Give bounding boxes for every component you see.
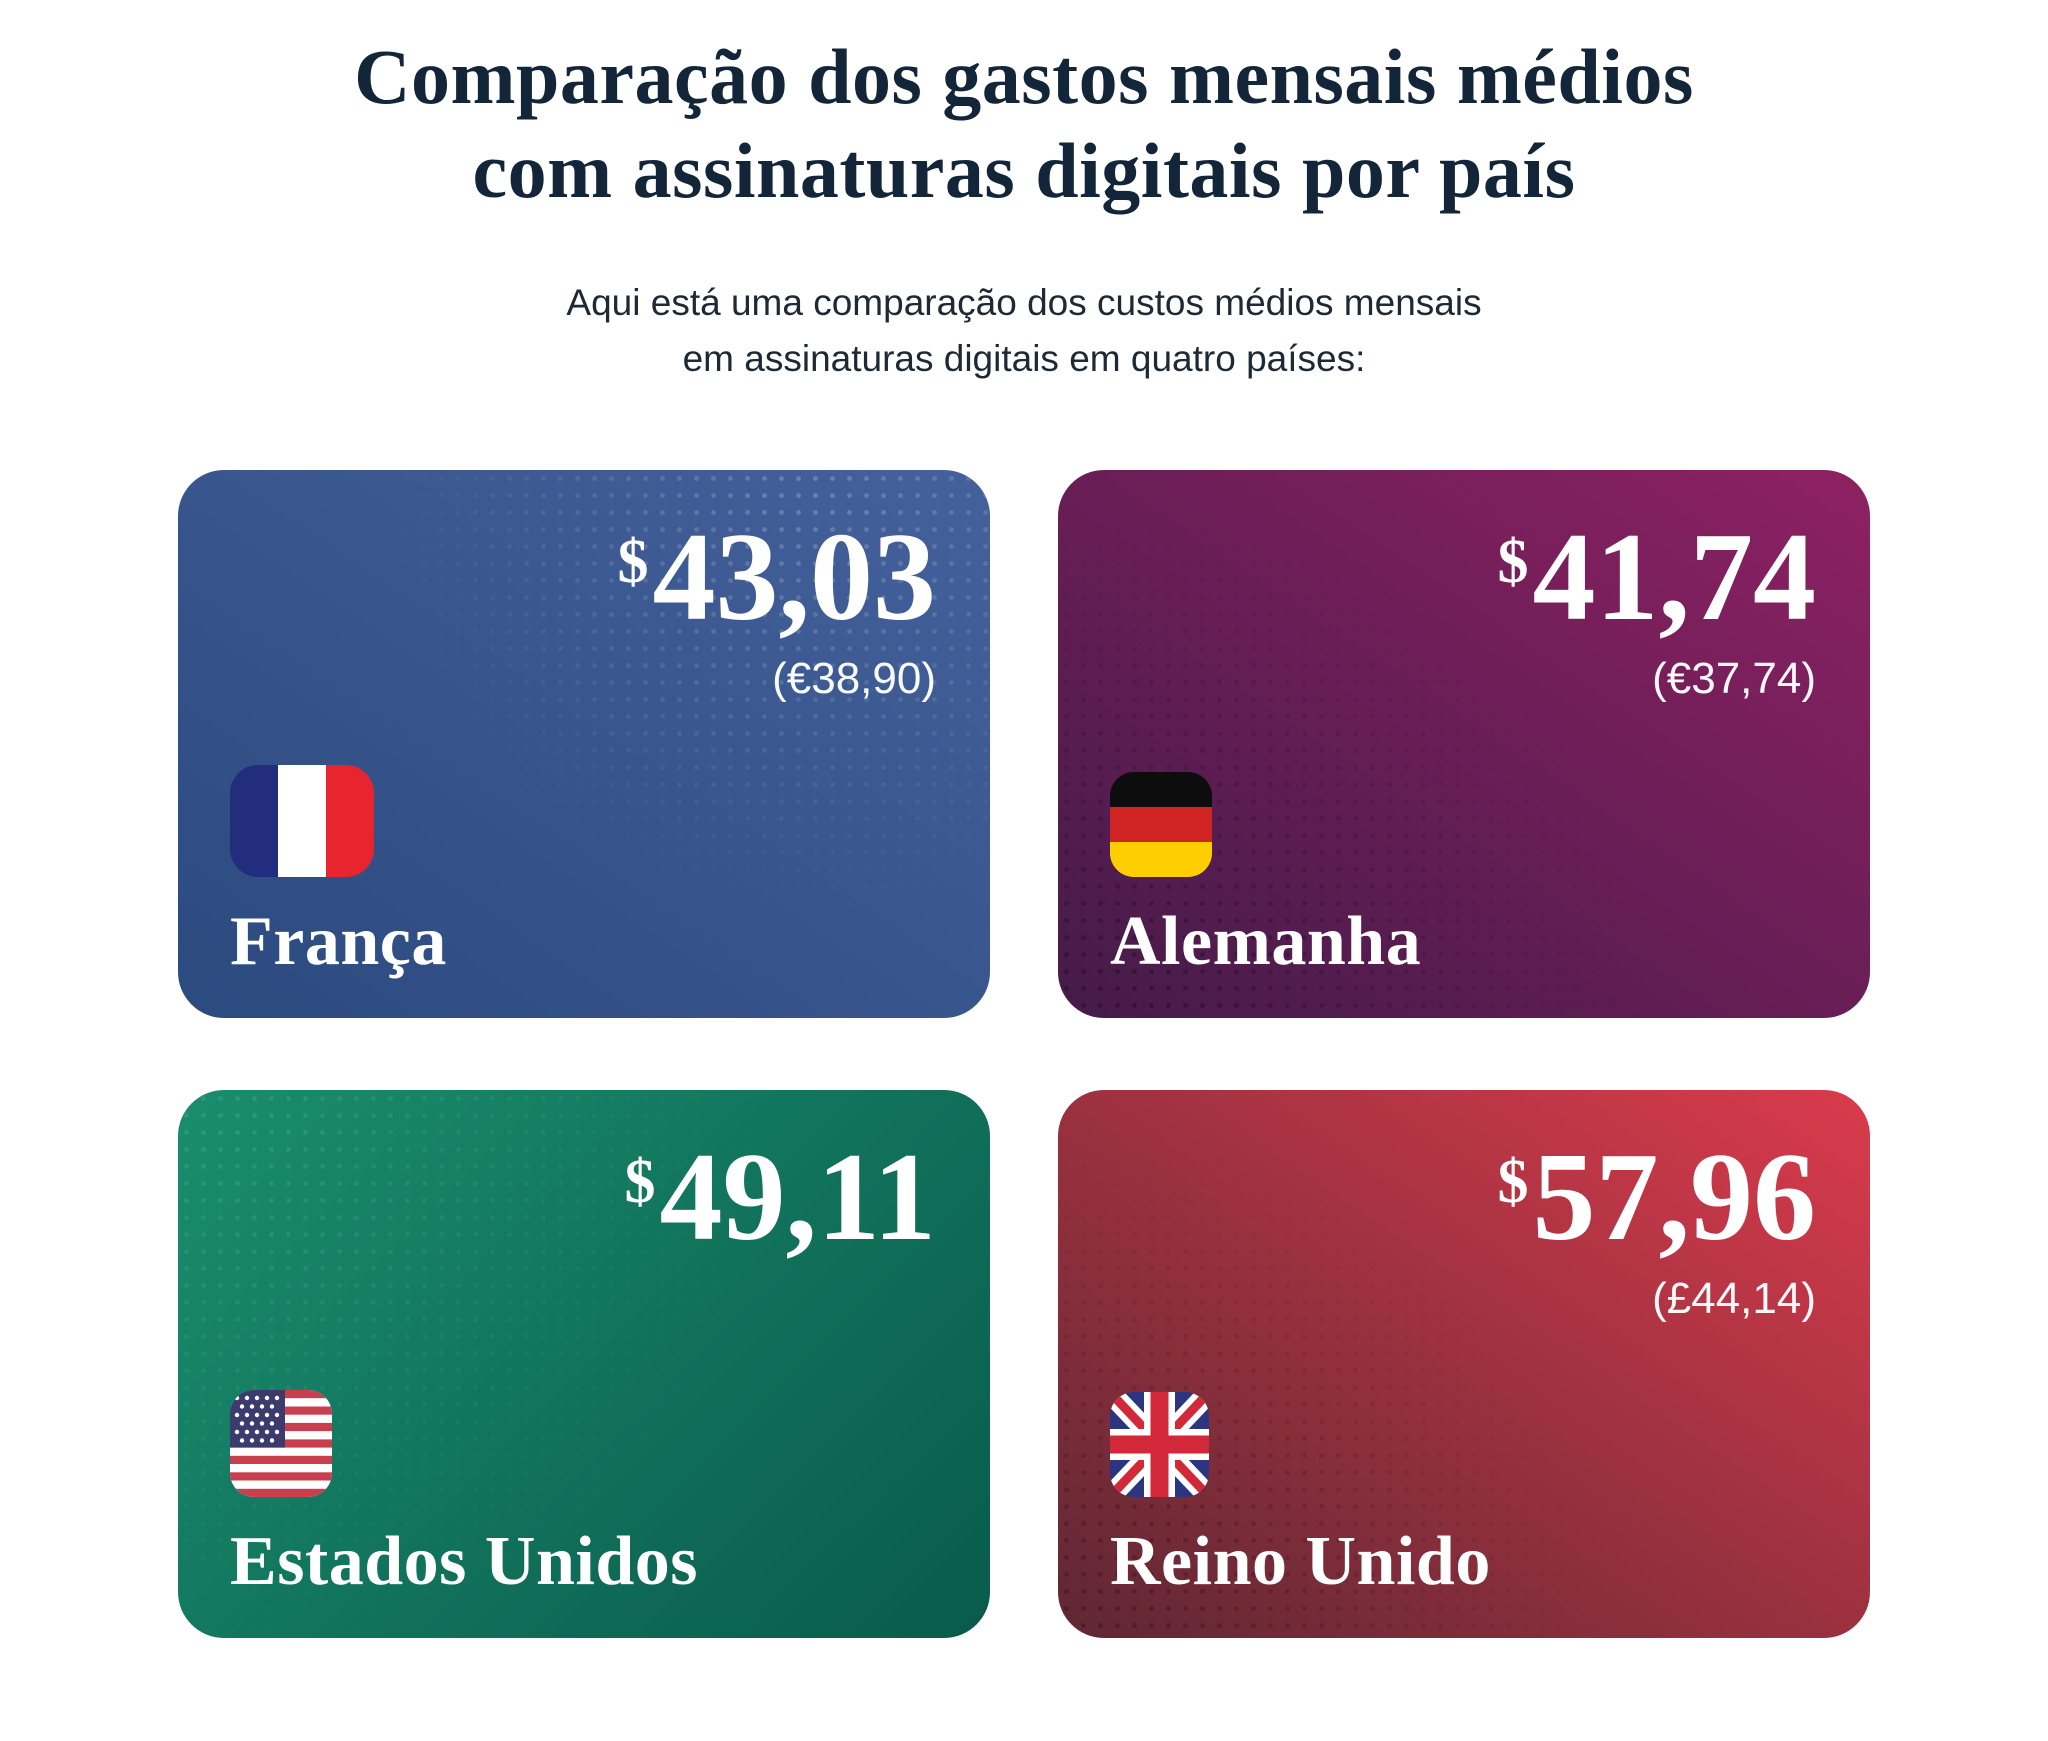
price-usd-germany: $41,74 bbox=[1110, 513, 1817, 643]
page-subtitle-line-1: Aqui está uma comparação dos custos médi… bbox=[566, 282, 1482, 324]
price-local-united-states bbox=[230, 1273, 936, 1283]
price-local-germany: (€37,74) bbox=[1652, 653, 1816, 703]
country-label-united-kingdom: Reino Unido bbox=[1110, 1522, 1491, 1600]
page-title: Comparação dos gastos mensais médios com… bbox=[0, 30, 2048, 217]
country-label-france: França bbox=[230, 902, 447, 980]
price-amount: 49,11 bbox=[659, 1128, 936, 1268]
card-united-states: $49,11 bbox=[178, 1090, 990, 1639]
germany-flag-icon bbox=[1110, 771, 1820, 877]
card-germany: $41,74 (€37,74) Alemanha bbox=[1058, 470, 1870, 1019]
card-united-kingdom: $57,96 (£44,14) bbox=[1058, 1090, 1870, 1639]
price-usd-united-kingdom: $57,96 bbox=[1110, 1133, 1817, 1263]
infographic-page: Comparação dos gastos mensais médios com… bbox=[0, 30, 2048, 1741]
page-title-line-1: Comparação dos gastos mensais médios bbox=[354, 33, 1694, 120]
page-subtitle-line-2: em assinaturas digitais em quatro países… bbox=[682, 337, 1366, 379]
united-states-flag-icon bbox=[230, 1389, 940, 1497]
country-label-united-states: Estados Unidos bbox=[230, 1522, 699, 1600]
price-amount: 41,74 bbox=[1532, 508, 1817, 648]
price-amount: 43,03 bbox=[652, 508, 937, 648]
price-block-united-kingdom: $57,96 (£44,14) bbox=[1110, 1133, 1820, 1325]
dollar-sign: $ bbox=[1497, 527, 1529, 596]
price-usd-france: $43,03 bbox=[230, 513, 937, 643]
price-local-united-kingdom: (£44,14) bbox=[1652, 1273, 1816, 1323]
page-title-line-2: com assinaturas digitais por país bbox=[472, 126, 1576, 214]
dollar-sign: $ bbox=[1497, 1147, 1529, 1216]
dollar-sign: $ bbox=[617, 527, 649, 596]
dollar-sign: $ bbox=[624, 1147, 656, 1216]
price-block-united-states: $49,11 bbox=[230, 1133, 940, 1283]
price-local-france: (€38,90) bbox=[772, 653, 936, 703]
price-block-france: $43,03 (€38,90) bbox=[230, 513, 940, 705]
country-label-germany: Alemanha bbox=[1110, 902, 1422, 980]
page-subtitle: Aqui está uma comparação dos custos médi… bbox=[0, 275, 2048, 386]
united-kingdom-flag-icon bbox=[1110, 1391, 1820, 1497]
france-flag-icon bbox=[230, 764, 940, 877]
price-amount: 57,96 bbox=[1532, 1128, 1817, 1268]
country-cards-grid: $43,03 (€38,90) França $ bbox=[178, 470, 1870, 1639]
card-france: $43,03 (€38,90) França bbox=[178, 470, 990, 1019]
price-block-germany: $41,74 (€37,74) bbox=[1110, 513, 1820, 705]
price-usd-united-states: $49,11 bbox=[230, 1133, 936, 1263]
